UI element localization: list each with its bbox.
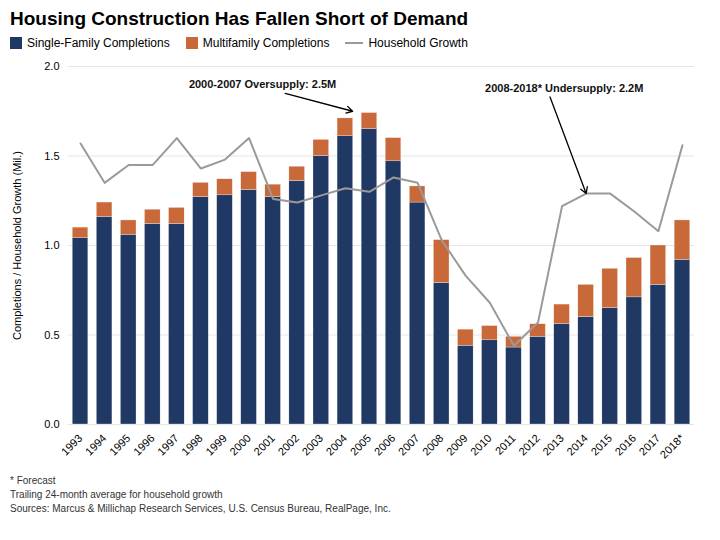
svg-text:2008-2018* Undersupply: 2.2M: 2008-2018* Undersupply: 2.2M (485, 82, 643, 94)
svg-text:2005: 2005 (348, 432, 374, 458)
svg-text:0.0: 0.0 (44, 418, 59, 430)
html-text:Household Growth: Household Growth (368, 36, 468, 50)
svg-text:2007: 2007 (396, 432, 422, 458)
svg-text:2009: 2009 (444, 432, 470, 458)
svg-text:1998: 1998 (179, 432, 205, 458)
svg-text:2011: 2011 (493, 432, 518, 457)
svg-text:2010: 2010 (468, 432, 494, 458)
svg-text:2000: 2000 (227, 432, 253, 458)
svg-text:Completions / Household Growth: Completions / Household Growth (Mil.) (11, 151, 23, 340)
svg-text:2012: 2012 (516, 432, 542, 458)
html-text:Single-Family Completions: Single-Family Completions (27, 36, 170, 50)
svg-text:2016: 2016 (612, 432, 638, 458)
svg-text:1.0: 1.0 (44, 239, 59, 251)
svg-text:1997: 1997 (155, 432, 181, 458)
svg-text:2002: 2002 (275, 432, 301, 458)
svg-text:2008: 2008 (420, 432, 446, 458)
svg-text:2015: 2015 (588, 432, 614, 458)
svg-text:2004: 2004 (323, 432, 349, 458)
svg-text:1995: 1995 (107, 432, 133, 458)
svg-text:2018*: 2018* (658, 431, 687, 460)
svg-text:1994: 1994 (83, 432, 109, 458)
svg-text:2.0: 2.0 (44, 60, 59, 72)
svg-text:2003: 2003 (299, 432, 325, 458)
svg-text:1996: 1996 (131, 432, 157, 458)
svg-text:2000-2007 Oversupply: 2.5M: 2000-2007 Oversupply: 2.5M (189, 78, 336, 90)
html-text:Multifamily Completions: Multifamily Completions (202, 36, 330, 50)
svg-text:1999: 1999 (203, 432, 229, 458)
html-text:Housing Construction Has Falle: Housing Construction Has Fallen Short of… (10, 8, 469, 29)
svg-text:1.5: 1.5 (44, 150, 59, 162)
svg-text:2006: 2006 (372, 432, 398, 458)
html-text:* Forecast Trailing 24-month a: * Forecast Trailing 24-month average for… (10, 475, 391, 514)
svg-text:2014: 2014 (564, 432, 590, 458)
svg-text:2013: 2013 (540, 432, 566, 458)
svg-text:0.5: 0.5 (44, 329, 59, 341)
svg-text:2017: 2017 (636, 431, 663, 458)
svg-text:1993: 1993 (59, 432, 85, 458)
svg-text:2001: 2001 (251, 432, 277, 458)
